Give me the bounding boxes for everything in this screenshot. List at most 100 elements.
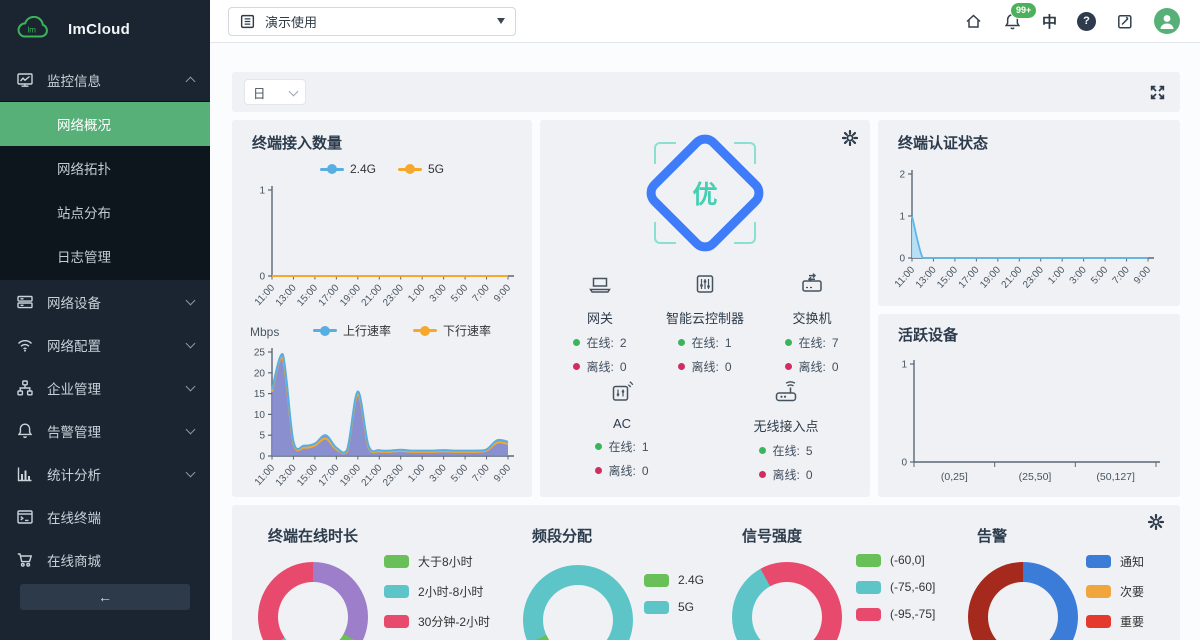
legend-item[interactable]: 30分钟-2小时 [384, 613, 490, 630]
legend-item[interactable]: 5G [644, 600, 704, 614]
legend-label: 2.4G [349, 162, 376, 176]
legend-label: 2小时-8小时 [418, 585, 484, 599]
svg-text:1:00: 1:00 [1046, 264, 1067, 286]
device-online-stat: 在线: 5 [731, 442, 841, 459]
svg-text:1: 1 [259, 186, 265, 197]
legend-swatch [384, 615, 409, 628]
sidebar-item-online-terminals[interactable]: 在线终端 [0, 495, 210, 538]
svg-text:25: 25 [254, 348, 266, 359]
server-icon [17, 295, 33, 308]
app-title: ImCloud [68, 20, 131, 38]
device-online-stat: 在线: 1 [650, 334, 760, 351]
home-button[interactable] [964, 12, 983, 31]
svg-text:17:00: 17:00 [317, 462, 342, 488]
device-online-stat: 在线: 2 [545, 334, 655, 351]
legend-swatch [384, 585, 409, 598]
legend-item[interactable]: 重要 [1086, 613, 1144, 630]
help-button[interactable]: ? [1077, 11, 1096, 31]
legend-item[interactable]: 上行速率 [312, 322, 391, 339]
legend-label: 2.4G [678, 573, 705, 587]
language-switcher[interactable]: 中 [1041, 13, 1057, 31]
sidebar-item-label: 网络配置 [47, 338, 101, 354]
legend-label: (-60,0] [890, 553, 925, 567]
settings-button[interactable] [842, 130, 858, 146]
shopping-cart-icon [17, 552, 33, 567]
chevron-down-icon [185, 381, 196, 391]
legend-item[interactable]: 5G [398, 162, 444, 176]
period-select[interactable]: 日 [244, 79, 306, 105]
svg-text:7:00: 7:00 [471, 462, 492, 484]
sidebar-item-monitor-info[interactable]: 监控信息 [0, 58, 210, 101]
legend-label: 重要 [1120, 615, 1145, 629]
scene-list-icon [240, 14, 255, 28]
subitem-label: 日志管理 [57, 250, 111, 265]
sidebar-subitem-network-topology[interactable]: 网络拓扑 [0, 146, 210, 190]
bracket-corner-icon [734, 222, 756, 244]
legend-line-dot-icon [319, 164, 344, 174]
legend-label: (-75,-60] [890, 580, 936, 594]
sidebar-item-enterprise-management[interactable]: 企业管理 [0, 366, 210, 409]
card-title: 终端接入数量 [252, 135, 343, 152]
sidebar-item-alarm-management[interactable]: 告警管理 [0, 409, 210, 452]
notifications-button[interactable]: 99+ [1003, 1, 1038, 31]
device-offline-stat: 离线: 0 [567, 462, 677, 479]
device-offline-stat: 离线: 0 [545, 358, 655, 375]
svg-text:7:00: 7:00 [1111, 264, 1132, 286]
user-avatar[interactable] [1154, 8, 1180, 34]
svg-text:(50,127]: (50,127] [1096, 471, 1135, 483]
legend-swatch [1086, 555, 1111, 568]
device-ac: AC 在线: 1 离线: 0 [567, 378, 677, 479]
ap-icon [775, 381, 797, 402]
device-gateway: 网关 在线: 2 离线: 0 [545, 270, 655, 375]
device-wireless-ap: 无线接入点 在线: 5 离线: 0 [731, 378, 841, 483]
bracket-corner-icon [734, 142, 756, 164]
sidebar-subitem-network-overview[interactable]: 网络概况 [0, 102, 210, 146]
sidebar-item-online-store[interactable]: 在线商城 [0, 538, 210, 581]
svg-text:5:00: 5:00 [449, 282, 470, 304]
svg-text:3:00: 3:00 [428, 282, 449, 304]
sidebar-item-statistics[interactable]: 统计分析 [0, 452, 210, 495]
settings-button[interactable] [1148, 514, 1164, 530]
device-offline-stat: 离线: 0 [650, 358, 760, 375]
band-allocation-donut [523, 565, 633, 640]
legend-item[interactable]: (-95,-75] [856, 607, 935, 621]
bracket-corner-icon [654, 142, 676, 164]
legend-item[interactable]: 次要 [1086, 583, 1144, 600]
feedback-button[interactable] [1116, 12, 1134, 30]
svg-text:2: 2 [899, 170, 905, 181]
legend-item[interactable]: 2.4G [319, 162, 376, 176]
legend-item[interactable]: 2小时-8小时 [384, 583, 490, 600]
legend-label: 次要 [1120, 585, 1145, 599]
chevron-down-icon [185, 467, 196, 477]
svg-text:23:00: 23:00 [381, 282, 406, 308]
sidebar-subitem-site-distribution[interactable]: 站点分布 [0, 190, 210, 234]
legend-item[interactable]: 2.4G [644, 573, 704, 587]
online-dot-icon [678, 339, 686, 346]
chevron-down-icon [185, 424, 196, 434]
scene-select[interactable]: 演示使用 [228, 6, 516, 36]
online-duration-donut [258, 562, 368, 640]
subitem-label: 站点分布 [57, 206, 111, 221]
fullscreen-button[interactable] [1149, 84, 1166, 101]
legend-label: 通知 [1120, 555, 1145, 569]
sidebar-item-network-devices[interactable]: 网络设备 [0, 280, 210, 323]
device-switch: 交换机 在线: 7 离线: 0 [757, 270, 867, 375]
topbar: 演示使用 99+ 中 ? [210, 0, 1200, 43]
legend-item[interactable]: (-75,-60] [856, 580, 935, 594]
legend-item[interactable]: 大于8小时 [384, 553, 490, 570]
device-cloud-controller: 智能云控制器 在线: 1 离线: 0 [650, 270, 760, 375]
subitem-label: 网络拓扑 [57, 162, 111, 177]
sidebar-collapse-button[interactable]: ← [20, 584, 190, 610]
legend-item[interactable]: (-60,0] [856, 553, 935, 567]
svg-text:9:00: 9:00 [1132, 264, 1153, 286]
legend-item[interactable]: 下行速率 [413, 322, 491, 339]
legend-label: (-95,-75] [890, 607, 936, 621]
sidebar-subitem-log-management[interactable]: 日志管理 [0, 234, 210, 278]
svg-text:13:00: 13:00 [274, 282, 299, 308]
legend-item[interactable]: 通知 [1086, 553, 1144, 570]
rate-unit-label: Mbps [250, 325, 280, 339]
legend-label: 大于8小时 [418, 555, 473, 569]
app-logo[interactable]: lm ImCloud [0, 0, 210, 58]
imcloud-cloud-icon: lm [17, 16, 48, 38]
sidebar-item-network-config[interactable]: 网络配置 [0, 323, 210, 366]
